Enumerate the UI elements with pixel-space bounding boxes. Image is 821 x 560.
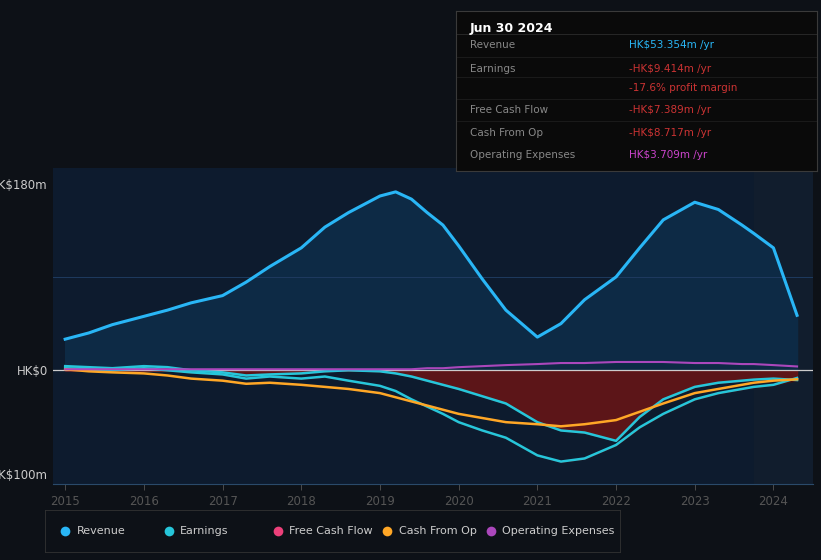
Text: HK$53.354m /yr: HK$53.354m /yr: [629, 40, 714, 50]
Text: HK$3.709m /yr: HK$3.709m /yr: [629, 150, 708, 160]
Text: Free Cash Flow: Free Cash Flow: [290, 526, 373, 535]
Text: Earnings: Earnings: [181, 526, 229, 535]
Bar: [754, 168, 821, 484]
Text: Jun 30 2024: Jun 30 2024: [470, 22, 553, 35]
Text: Operating Expenses: Operating Expenses: [502, 526, 614, 535]
Text: Earnings: Earnings: [470, 64, 516, 74]
Text: Operating Expenses: Operating Expenses: [470, 150, 576, 160]
Text: Revenue: Revenue: [77, 526, 126, 535]
Text: Free Cash Flow: Free Cash Flow: [470, 105, 548, 115]
Text: -HK$8.717m /yr: -HK$8.717m /yr: [629, 128, 711, 138]
Text: -17.6% profit margin: -17.6% profit margin: [629, 83, 737, 93]
Text: Revenue: Revenue: [470, 40, 516, 50]
Text: -HK$9.414m /yr: -HK$9.414m /yr: [629, 64, 711, 74]
Text: -HK$7.389m /yr: -HK$7.389m /yr: [629, 105, 711, 115]
Text: Cash From Op: Cash From Op: [470, 128, 544, 138]
Text: Cash From Op: Cash From Op: [399, 526, 476, 535]
